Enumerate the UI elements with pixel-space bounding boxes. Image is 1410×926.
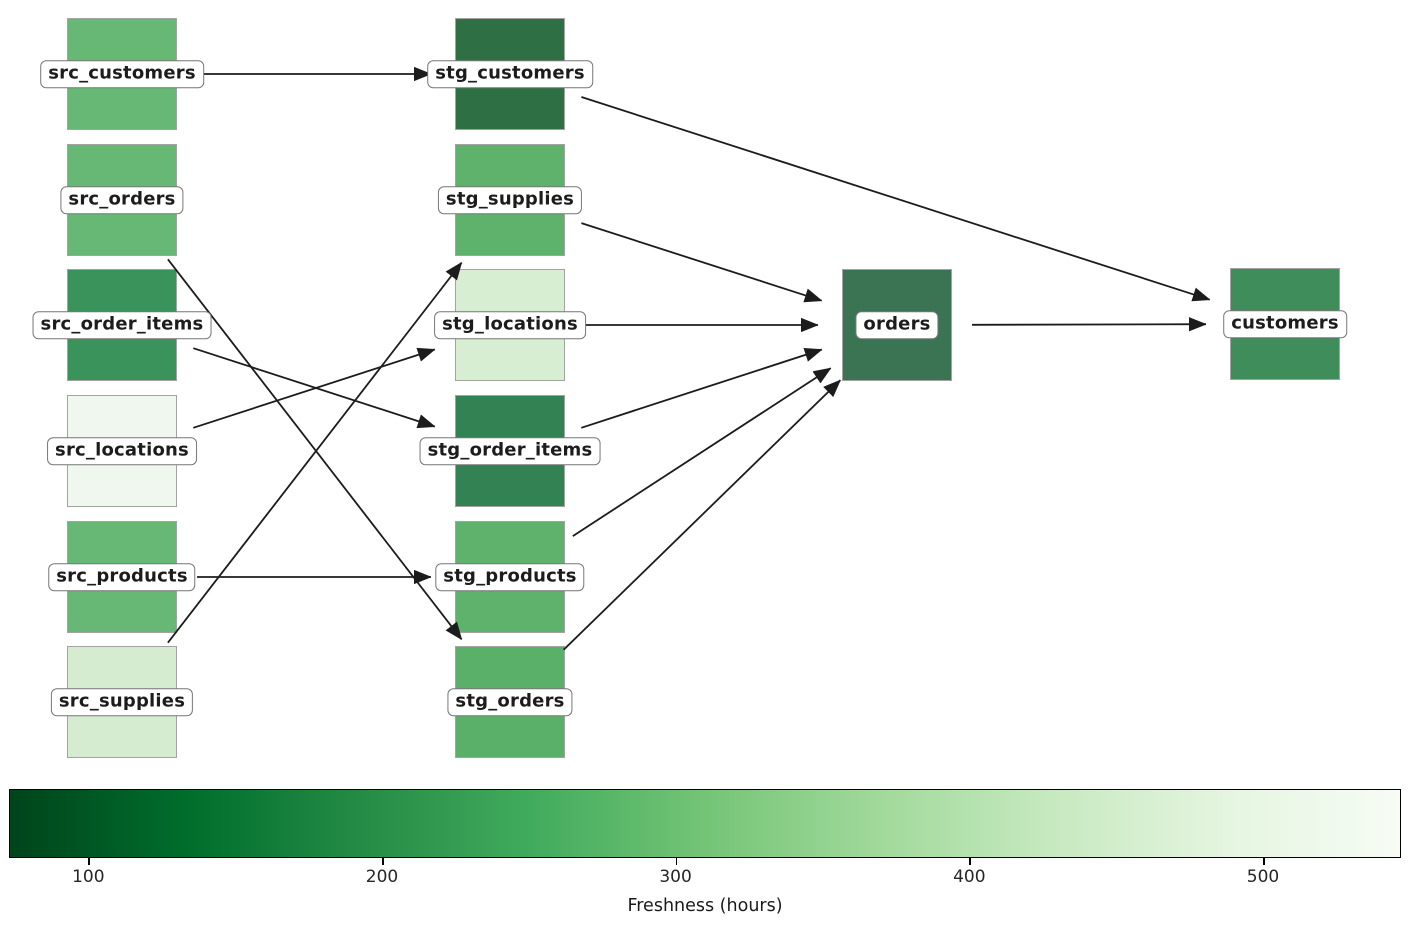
colorbar-tick-label: 400: [953, 867, 986, 887]
node-label-src_orders: src_orders: [60, 186, 184, 214]
edge-src_supplies-to-stg_supplies: [167, 263, 463, 644]
edge-stg_orders-to-orders: [563, 379, 841, 651]
edge-src_locations-to-stg_locations: [193, 349, 435, 429]
node-label-stg_customers: stg_customers: [427, 60, 593, 88]
node-label-src_customers: src_customers: [40, 60, 204, 88]
colorbar-axis-label: Freshness (hours): [627, 896, 783, 916]
colorbar-tick-label: 500: [1246, 867, 1280, 887]
node-label-stg_supplies: stg_supplies: [437, 186, 583, 214]
edge-stg_supplies-to-orders: [581, 222, 821, 301]
edge-stg_products-to-orders: [572, 367, 831, 537]
colorbar-tick: [675, 858, 678, 865]
node-label-customers: customers: [1223, 310, 1347, 338]
edge-src_order_items-to-stg_order_items: [193, 347, 435, 426]
colorbar-tick: [1263, 858, 1265, 865]
node-label-src_order_items: src_order_items: [32, 311, 212, 339]
colorbar-tick: [382, 858, 384, 865]
node-label-orders: orders: [855, 311, 939, 339]
edge-src_orders-to-stg_orders: [167, 258, 463, 639]
edge-orders-to-customers: [971, 324, 1207, 325]
node-label-src_products: src_products: [48, 563, 196, 591]
node-label-stg_order_items: stg_order_items: [419, 437, 601, 465]
colorbar-tick-label: 200: [365, 867, 399, 887]
node-label-stg_locations: stg_locations: [434, 311, 586, 339]
colorbar-tick: [88, 858, 90, 865]
node-label-src_supplies: src_supplies: [50, 688, 194, 716]
colorbar-tick-label: 300: [659, 867, 692, 887]
node-label-stg_orders: stg_orders: [447, 688, 573, 716]
node-label-src_locations: src_locations: [47, 437, 197, 465]
colorbar-tick: [969, 858, 971, 865]
edge-stg_customers-to-customers: [581, 96, 1209, 300]
edge-stg_order_items-to-orders: [581, 350, 822, 429]
node-label-stg_products: stg_products: [435, 563, 585, 591]
colorbar: [9, 789, 1401, 858]
colorbar-tick-label: 100: [72, 867, 105, 887]
